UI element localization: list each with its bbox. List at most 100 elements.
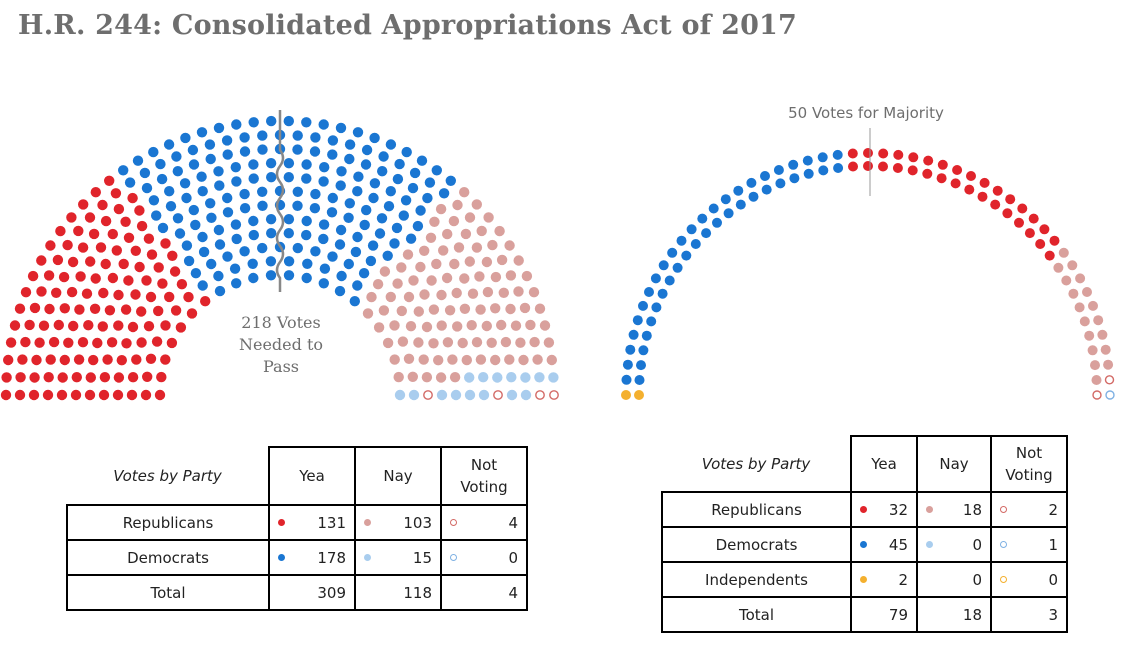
seat-house-republicans-nay — [496, 254, 508, 266]
seat-house-republicans-yea — [88, 354, 99, 366]
seat-senate-republicans-nay — [1088, 300, 1098, 311]
seat-house-republicans-yea — [143, 233, 155, 244]
seat-house-democrats-yea — [438, 188, 450, 199]
seat-house-democrats-yea — [412, 220, 424, 232]
seat-house-republicans-yea — [146, 249, 158, 260]
seat-house-republicans-yea — [27, 270, 39, 282]
seat-senate-republicans-nay — [1103, 359, 1114, 370]
house-threshold-label-1: 218 Votes — [241, 313, 320, 332]
seat-house-republicans-not-voting — [535, 390, 545, 400]
senate-rep-nay: 18 — [916, 491, 992, 528]
seat-house-democrats-yea — [327, 135, 339, 146]
rep-nv-ring — [1000, 505, 1007, 513]
seat-house-republicans-yea — [48, 336, 60, 348]
seat-house-republicans-nay — [413, 306, 424, 317]
seat-senate-democrats-yea — [686, 224, 697, 235]
seat-house-democrats-yea — [310, 246, 321, 257]
seat-house-republicans-yea — [97, 321, 109, 332]
seat-house-republicans-nay — [539, 320, 551, 331]
seat-house-democrats-yea — [266, 172, 277, 183]
seat-house-republicans-nay — [449, 372, 461, 383]
seat-house-republicans-nay — [405, 321, 417, 332]
seat-senate-republicans-yea — [863, 148, 873, 158]
senate-row-independents-label: Independents — [661, 561, 852, 598]
seat-house-republicans-yea — [74, 304, 85, 315]
seat-house-democrats-yea — [369, 132, 380, 144]
seat-house-republicans-nay — [378, 305, 390, 316]
seat-house-republicans-yea — [36, 286, 47, 297]
seat-senate-republicans-nay — [1079, 316, 1090, 327]
seat-senate-democrats-yea — [733, 185, 744, 196]
seat-senate-democrats-yea — [748, 191, 759, 202]
seat-house-republicans-yea — [38, 320, 50, 331]
rep-yea-dot — [278, 518, 285, 526]
seat-house-democrats-yea — [180, 132, 191, 144]
seat-house-republicans-nay — [408, 275, 419, 286]
seat-house-democrats-yea — [151, 210, 162, 221]
seat-house-democrats-yea — [231, 278, 242, 289]
seat-house-democrats-yea — [188, 159, 200, 170]
seat-senate-independents-yea — [621, 390, 631, 400]
seat-house-democrats-yea — [398, 210, 409, 221]
seat-house-democrats-yea — [415, 205, 426, 216]
seat-house-republicans-nay — [510, 320, 522, 331]
seat-house-republicans-nay — [407, 371, 418, 382]
seat-senate-republicans-yea — [952, 165, 963, 175]
seat-house-republicans-nay — [476, 225, 487, 237]
seat-house-democrats-yea — [350, 246, 362, 258]
seat-house-republicans-yea — [123, 275, 134, 286]
seat-house-republicans-nay — [447, 354, 458, 365]
seat-house-democrats-yea — [141, 182, 153, 194]
seat-house-democrats-yea — [197, 280, 208, 291]
seat-house-democrats-yea — [422, 192, 433, 204]
seat-house-democrats-yea — [257, 200, 268, 211]
seat-house-republicans-nay — [532, 354, 543, 365]
seat-house-democrats-yea — [301, 229, 312, 241]
seat-house-democrats-yea — [349, 296, 360, 307]
seat-house-democrats-yea — [248, 229, 259, 241]
seat-house-democrats-yea — [368, 192, 379, 204]
seat-senate-republicans-yea — [907, 165, 918, 176]
seat-house-republicans-nay — [453, 242, 465, 253]
seat-house-democrats-yea — [196, 171, 207, 182]
seat-house-democrats-yea — [283, 270, 295, 281]
seat-house-republicans-yea — [84, 212, 96, 223]
seat-house-republicans-yea — [156, 371, 167, 383]
seat-house-republicans-nay — [518, 354, 529, 366]
seat-house-republicans-yea — [83, 320, 94, 331]
seat-house-republicans-nay — [385, 291, 396, 303]
seat-house-republicans-nay — [366, 291, 377, 303]
seat-house-democrats-yea — [172, 166, 183, 177]
seat-house-democrats-nay — [450, 389, 462, 401]
rep-nay-dot — [364, 518, 371, 526]
senate-header-yea: Yea — [850, 435, 918, 493]
seat-house-republicans-yea — [14, 303, 26, 314]
seat-house-republicans-nay — [444, 305, 456, 316]
seat-house-democrats-yea — [378, 151, 389, 162]
seat-house-republicans-nay — [396, 262, 407, 273]
seat-senate-republicans-nay — [1097, 329, 1108, 340]
seat-house-republicans-nay — [543, 337, 555, 348]
senate-total-nay: 18 — [916, 596, 992, 633]
seat-house-republicans-nay — [475, 354, 487, 365]
seat-house-republicans-yea — [118, 258, 129, 270]
seat-senate-democrats-yea — [644, 287, 654, 297]
seat-house-democrats-nay — [408, 389, 420, 401]
seat-house-republicans-nay — [429, 216, 440, 227]
seat-house-democrats-yea — [179, 178, 191, 189]
seat-senate-democrats-yea — [833, 163, 844, 173]
seat-senate-democrats-yea — [803, 168, 814, 179]
house-rep-nay: 103 — [354, 504, 442, 541]
seat-house-democrats-yea — [309, 146, 321, 157]
seat-house-republicans-nay — [425, 232, 437, 243]
seat-house-democrats-yea — [318, 278, 329, 289]
seat-senate-democrats-yea — [638, 345, 649, 356]
seat-house-republicans-yea — [160, 320, 171, 331]
seat-house-republicans-yea — [145, 353, 157, 364]
seat-house-democrats-nay — [506, 389, 518, 401]
seat-house-democrats-nay — [492, 372, 503, 383]
seat-house-democrats-yea — [374, 228, 386, 239]
seat-house-democrats-yea — [265, 256, 277, 267]
seat-house-republicans-nay — [460, 228, 472, 240]
seat-senate-democrats-yea — [622, 359, 633, 370]
